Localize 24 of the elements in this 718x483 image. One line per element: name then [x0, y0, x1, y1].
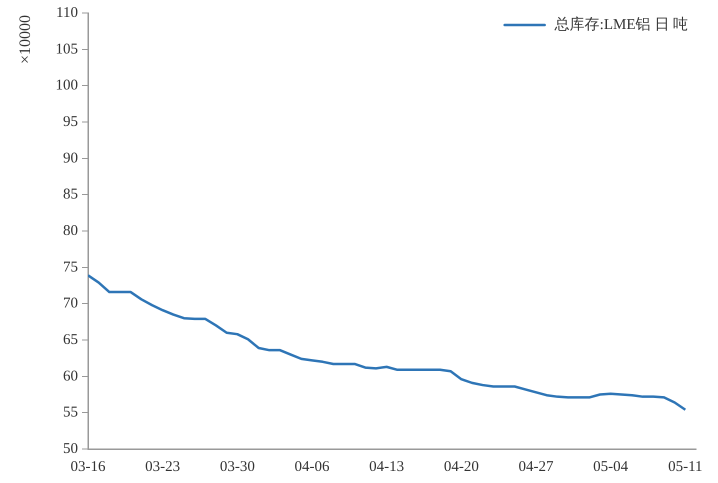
x-tick-label: 04-06 — [294, 458, 330, 475]
x-tick-label: 04-27 — [518, 458, 554, 475]
y-tick-label: 80 — [63, 222, 78, 239]
x-tick-label: 03-16 — [70, 458, 106, 475]
legend-label: 总库存:LME铝 日 吨 — [554, 16, 688, 33]
y-tick-label: 50 — [63, 440, 78, 457]
y-axis-title: ×10000 — [17, 15, 34, 64]
y-tick-label: 85 — [63, 186, 78, 203]
x-tick-label: 05-04 — [593, 458, 629, 475]
y-tick-label: 70 — [63, 296, 78, 312]
x-tick-label: 04-20 — [444, 458, 479, 475]
y-tick-label: 100 — [56, 78, 78, 94]
x-tick-label: 04-13 — [369, 458, 404, 475]
y-tick-label: 110 — [56, 4, 78, 21]
y-tick-label: 55 — [63, 404, 78, 421]
y-tick-label: 60 — [63, 368, 78, 384]
x-tick-label: 03-30 — [220, 458, 255, 475]
y-tick-label: 75 — [63, 259, 78, 276]
y-tick-label: 90 — [63, 150, 78, 166]
y-tick-label: 65 — [63, 332, 78, 348]
x-tick-label: 03-23 — [145, 458, 180, 475]
x-tick-label: 05-11 — [668, 458, 703, 475]
y-tick-label: 95 — [63, 114, 78, 130]
y-tick-label: 105 — [56, 41, 78, 58]
